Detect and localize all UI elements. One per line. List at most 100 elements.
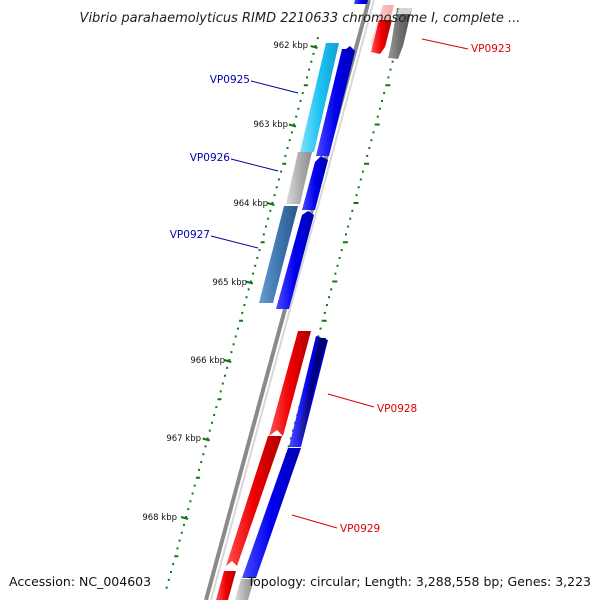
minor-tick: [297, 107, 300, 110]
cog-vp0928: [297, 338, 326, 440]
cds-vp0926-forward: [302, 156, 328, 210]
outer-tick: [325, 304, 328, 307]
outer-tick: [361, 170, 364, 173]
minor-tick: [282, 162, 287, 165]
minor-tick: [308, 68, 311, 71]
minor-tick: [185, 516, 188, 518]
minor-tick: [277, 178, 280, 181]
cds-vp0923-reverse-core: [371, 20, 392, 54]
outer-tick: [336, 264, 339, 267]
minor-tick: [273, 194, 276, 197]
outer-tick: [370, 139, 373, 142]
minor-tick: [165, 586, 168, 589]
gene-features: [216, 0, 412, 600]
outer-tick: [366, 154, 369, 157]
outer-tick: [330, 288, 333, 291]
topology-text: Topology: circular; Length: 3,288,558 bp…: [247, 574, 591, 589]
minor-tick: [208, 429, 211, 432]
minor-tick: [176, 547, 179, 550]
gene-label-vp0929[interactable]: VP0929: [340, 523, 380, 535]
kbp-tick-labels: 962 kbp 963 kbp 964 kbp 965 kbp 966 kbp …: [142, 41, 308, 523]
major-tick: [245, 280, 254, 285]
outer-tick: [378, 107, 381, 110]
minor-tick: [189, 500, 192, 503]
outer-tick: [338, 256, 341, 259]
minor-tick: [310, 60, 313, 63]
minor-tick: [247, 288, 250, 291]
minor-tick: [269, 209, 272, 212]
cds-vp0927-forward: [276, 211, 314, 309]
minor-tick: [314, 45, 317, 47]
minor-tick: [288, 139, 291, 142]
minor-tick: [213, 413, 216, 416]
minor-tick: [172, 563, 175, 566]
outer-tick: [355, 194, 358, 197]
tick-label: 962 kbp: [273, 41, 308, 51]
minor-tick: [230, 351, 233, 354]
minor-tick: [187, 508, 190, 511]
outer-tick: [328, 296, 331, 299]
minor-tick: [234, 335, 237, 338]
callout-line: [421, 38, 469, 50]
accession-text: Accession: NC_004603: [9, 574, 151, 589]
major-tick: [202, 437, 210, 442]
minor-tick: [193, 484, 196, 487]
outer-tick: [359, 178, 362, 181]
minor-tick: [267, 217, 270, 220]
gene-label-vp0925[interactable]: VP0925: [210, 74, 250, 86]
gene-label-vp0928[interactable]: VP0928: [377, 403, 417, 415]
cds-top-forward: [354, 0, 368, 4]
gene-label-vp0923[interactable]: VP0923: [471, 43, 511, 55]
outer-tick: [351, 209, 354, 212]
minor-tick: [305, 76, 308, 79]
minor-tick: [284, 154, 287, 157]
minor-tick: [245, 296, 248, 299]
major-tick: [310, 45, 318, 49]
major-tick: [267, 202, 275, 206]
minor-tick: [198, 468, 201, 471]
outer-tick: [349, 217, 352, 220]
outer-tick: [323, 311, 326, 314]
cog-vp0926: [286, 152, 312, 204]
map-title: Vibrio parahaemolyticus RIMD 2210633 chr…: [80, 11, 521, 26]
minor-tick: [174, 555, 179, 558]
tick-label: 968 kbp: [142, 513, 177, 523]
outer-tick: [357, 186, 360, 189]
inner-tick-dots: [165, 37, 319, 589]
minor-tick: [275, 186, 278, 189]
cog-vp0923-light: [397, 8, 412, 14]
tick-label: 966 kbp: [190, 356, 225, 366]
cds-vp0928-reverse: [269, 331, 311, 436]
minor-tick: [223, 374, 226, 377]
minor-tick: [219, 390, 222, 393]
outer-tick: [340, 249, 343, 252]
outer-tick: [332, 280, 338, 283]
cog-bottom: [235, 579, 254, 600]
minor-tick: [271, 202, 274, 204]
minor-tick: [303, 84, 308, 87]
outer-tick: [321, 319, 327, 322]
outer-tick: [387, 76, 390, 79]
minor-tick: [256, 256, 259, 259]
gene-label-vp0926[interactable]: VP0926: [190, 152, 231, 164]
outer-tick: [317, 335, 320, 338]
gene-label-vp0927[interactable]: VP0927: [170, 229, 210, 241]
minor-tick: [286, 147, 289, 150]
minor-tick: [243, 304, 246, 307]
minor-tick: [191, 492, 194, 495]
minor-tick: [200, 461, 203, 464]
minor-tick: [221, 382, 224, 385]
minor-tick: [204, 445, 207, 448]
callout-line: [327, 393, 375, 408]
outer-tick: [319, 327, 322, 330]
gene-labels[interactable]: VP0923 VP0925 VP0926 VP0927 VP0928 VP092…: [170, 38, 512, 535]
kbp-tick-marks: [180, 45, 318, 520]
minor-tick: [211, 421, 214, 424]
major-tick: [288, 123, 297, 128]
callout-line: [210, 235, 259, 249]
minor-tick: [226, 366, 229, 369]
minor-tick: [293, 123, 296, 126]
cog-vp0925: [300, 43, 339, 152]
cds-bottom-reverse: [216, 571, 236, 600]
